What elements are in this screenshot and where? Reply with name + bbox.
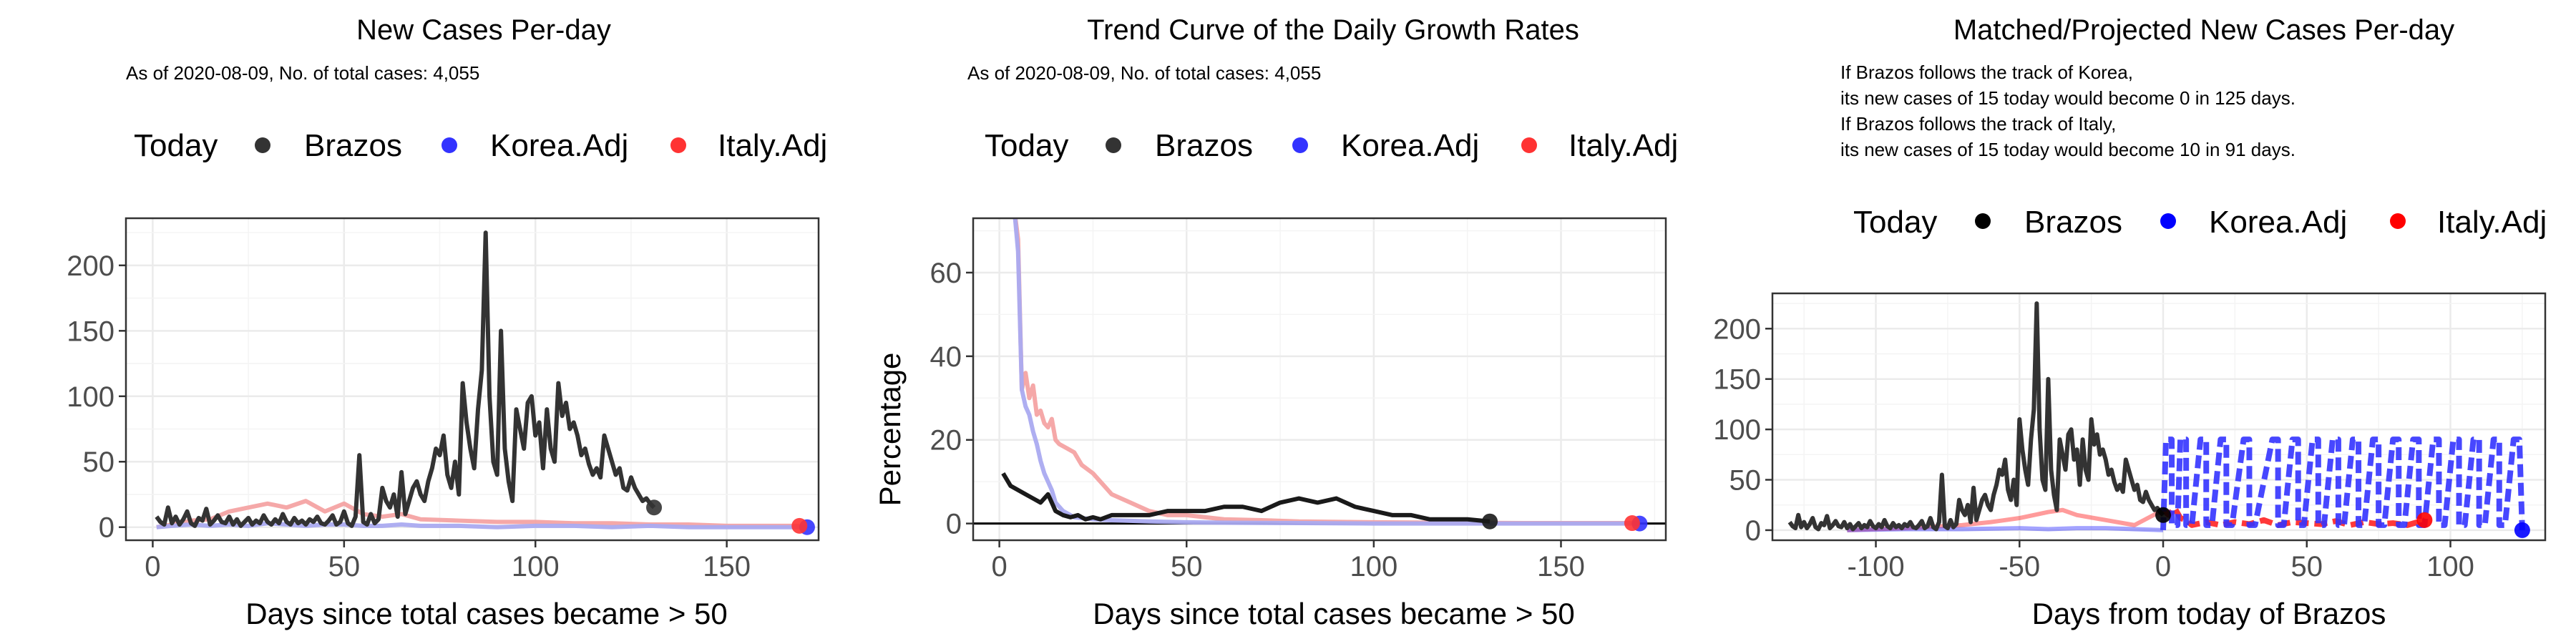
chart2-plot: 0 50 100 150 0 20 40 60	[930, 217, 1667, 582]
chart1-plot: 0 50 100 150 0 50 100 150 200	[67, 217, 820, 582]
plot-panel	[126, 218, 819, 540]
series-line-italy-adj	[1013, 218, 1632, 526]
chart2-y-axis-label: Percentage	[873, 353, 907, 507]
today-point-korea-adj	[2514, 522, 2530, 538]
chart3-plot: -100 -50 0 50 100 0 50 100 150 200	[1713, 292, 2547, 582]
x-tick-label: 0	[992, 551, 1008, 582]
y-tick-label: 200	[67, 250, 114, 282]
series-line-korea-adj	[1013, 218, 1640, 526]
x-tick-label: 150	[703, 551, 751, 582]
chart3-subtitle-line1: If Brazos follows the track of Korea,	[1840, 62, 2133, 83]
x-tick-label: -50	[1999, 551, 2040, 582]
chart2-legend-key-brazos	[1106, 137, 1121, 153]
x-tick-label: 150	[1537, 551, 1585, 582]
chart3-legend-label-korea: Korea.Adj	[2209, 205, 2347, 240]
y-tick-label: 100	[67, 381, 114, 413]
plot-panel	[973, 218, 1666, 540]
today-point-italy-adj	[2416, 512, 2433, 528]
y-tick-label: 0	[1745, 515, 1761, 547]
x-tick-label: 0	[145, 551, 160, 582]
chart3-legend-key-korea	[2160, 213, 2176, 229]
y-tick-label: 40	[930, 341, 962, 373]
chart1-legend-key-italy	[670, 137, 686, 153]
chart3-subtitle-line2: its new cases of 15 today would become 0…	[1840, 87, 2296, 109]
y-tick-label: 50	[83, 447, 115, 478]
chart2-legend-title: Today	[985, 128, 1068, 163]
x-tick-label: 50	[1171, 551, 1203, 582]
chart1-legend-key-korea	[441, 137, 457, 153]
chart3-legend-key-italy	[2390, 213, 2406, 229]
y-tick-label: 150	[1713, 364, 1761, 396]
chart2-legend-label-italy: Italy.Adj	[1568, 128, 1678, 163]
x-tick-label: 50	[328, 551, 361, 582]
plot-border	[972, 217, 1667, 542]
chart3-legend-title: Today	[1853, 205, 1937, 240]
today-point-brazos	[1482, 513, 1498, 530]
series-line-brazos	[1787, 301, 2165, 532]
chart2-subtitle: As of 2020-08-09, No. of total cases: 4,…	[967, 62, 1321, 84]
chart3-title: Matched/Projected New Cases Per-day	[1953, 14, 2454, 46]
chart1-legend-label-korea: Korea.Adj	[490, 128, 628, 163]
chart2-legend-key-italy	[1521, 137, 1537, 153]
chart3-legend-key-brazos	[1975, 213, 1991, 229]
plot-border	[125, 217, 820, 542]
chart1-title: New Cases Per-day	[356, 14, 611, 46]
chart2-title: Trend Curve of the Daily Growth Rates	[1087, 14, 1579, 46]
x-tick-label: -100	[1848, 551, 1905, 582]
series-line-brazos	[1001, 472, 1491, 524]
today-point-italy-adj	[791, 517, 808, 534]
y-tick-label: 0	[99, 512, 114, 544]
x-tick-label: 100	[1350, 551, 1397, 582]
y-tick-label: 20	[930, 425, 962, 457]
chart1-legend-label-brazos: Brazos	[304, 128, 402, 163]
series-line-italy-adj-projected	[2161, 504, 2426, 528]
x-tick-label: 50	[2291, 551, 2323, 582]
chart3-x-axis-label: Days from today of Brazos	[2032, 597, 2386, 630]
today-point-italy-adj	[1624, 515, 1640, 532]
chart1-x-axis-label: Days since total cases became > 50	[245, 597, 728, 630]
chart2-legend: Today Brazos Korea.Adj Italy.Adj	[985, 128, 1678, 163]
y-tick-label: 0	[946, 509, 962, 540]
chart1-legend-label-italy: Italy.Adj	[718, 128, 827, 163]
chart3-subtitle-line3: If Brazos follows the track of Italy,	[1840, 113, 2116, 135]
chart3-legend: Today Brazos Korea.Adj Italy.Adj	[1853, 205, 2547, 240]
x-tick-label: 100	[2426, 551, 2474, 582]
y-tick-label: 100	[1713, 414, 1761, 446]
x-tick-label: 0	[2155, 551, 2171, 582]
chart2-legend-key-korea	[1292, 137, 1308, 153]
chart2-legend-label-brazos: Brazos	[1155, 128, 1253, 163]
series-line-korea-adj	[156, 521, 807, 530]
y-tick-label: 200	[1713, 313, 1761, 345]
chart2-legend-label-korea: Korea.Adj	[1341, 128, 1479, 163]
plot-border	[1771, 292, 2547, 542]
today-point-brazos	[646, 499, 663, 516]
y-tick-label: 50	[1729, 465, 1762, 497]
x-tick-label: 100	[512, 551, 560, 582]
chart3-subtitle-line4: its new cases of 15 today would become 1…	[1840, 139, 2296, 160]
chart3-subtitle: If Brazos follows the track of Korea, it…	[1840, 62, 2296, 160]
today-point-brazos	[2155, 507, 2172, 523]
chart1-legend-key-brazos	[255, 137, 270, 153]
series-line-brazos	[155, 230, 656, 528]
y-tick-label: 150	[67, 316, 114, 347]
chart2-x-axis-label: Days since total cases became > 50	[1093, 597, 1575, 630]
y-tick-label: 60	[930, 258, 962, 289]
chart1-legend: Today Brazos Korea.Adj Italy.Adj	[134, 128, 827, 163]
chart1-legend-title: Today	[134, 128, 218, 163]
chart1-subtitle: As of 2020-08-09, No. of total cases: 4,…	[126, 62, 479, 84]
chart3-legend-label-italy: Italy.Adj	[2437, 205, 2547, 240]
chart3-legend-label-brazos: Brazos	[2024, 205, 2122, 240]
